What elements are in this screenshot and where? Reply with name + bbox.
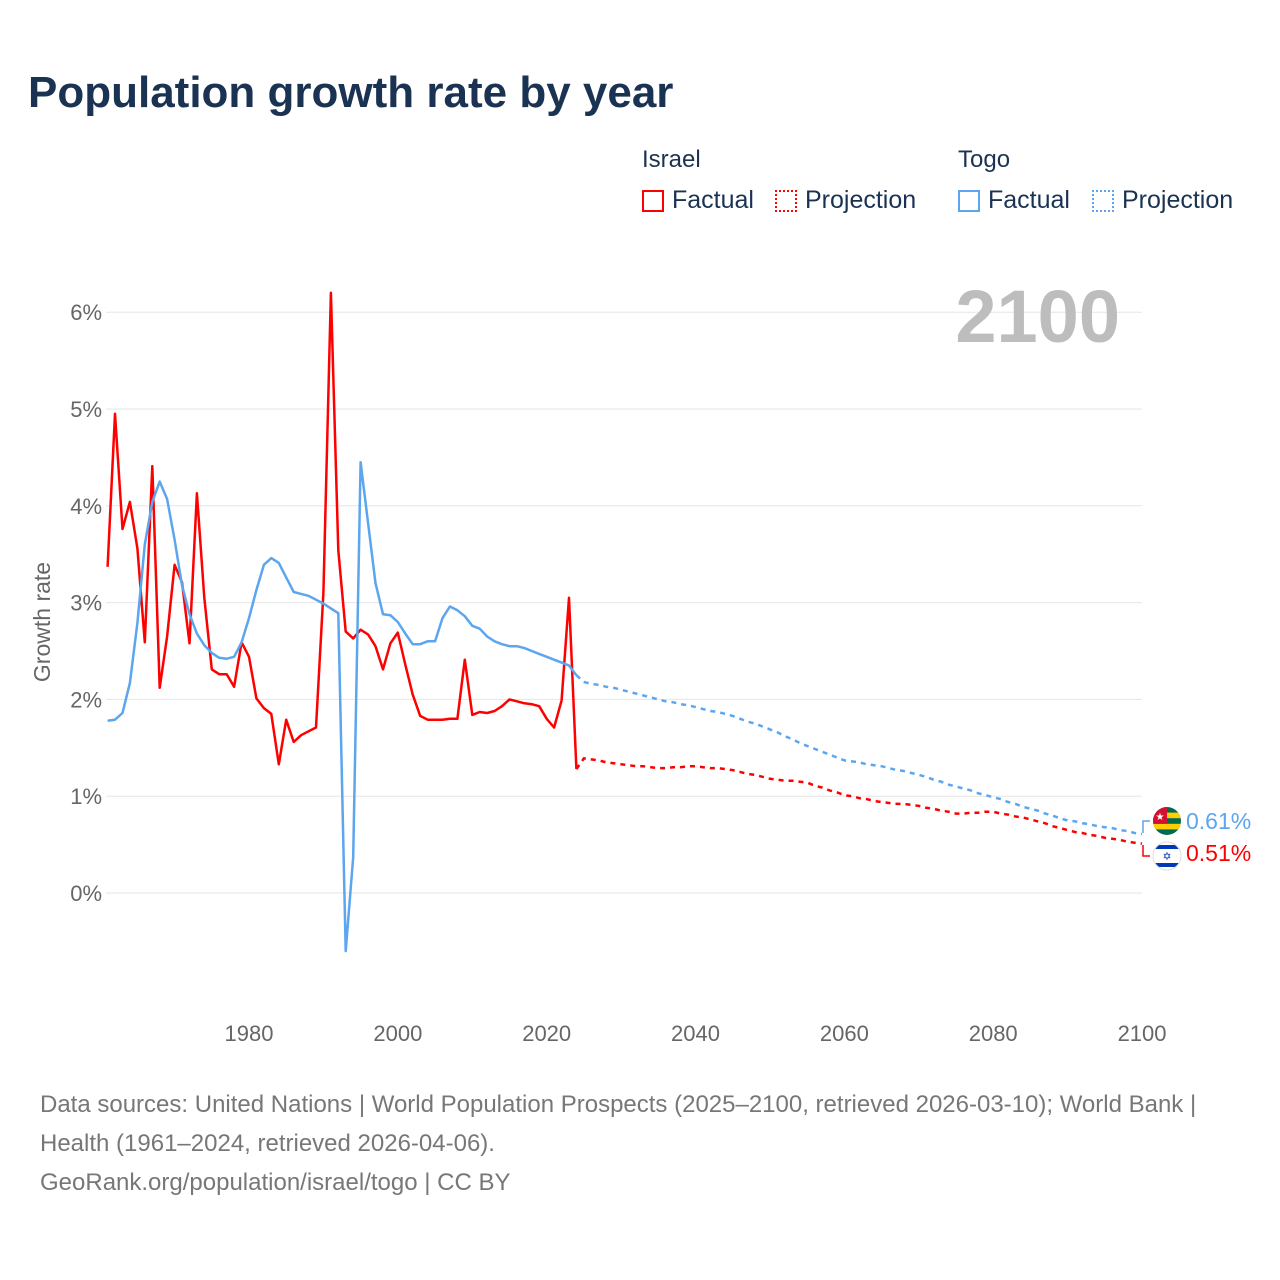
israel-end-value: 0.51%	[1186, 840, 1251, 866]
x-tick-label: 1980	[225, 1021, 274, 1046]
togo-projection-line	[575, 674, 1143, 836]
legend-group-israel: Israel	[642, 146, 701, 173]
y-tick-label: 5%	[70, 397, 102, 422]
israel-projection-line	[575, 757, 1143, 845]
legend-swatch	[958, 189, 980, 212]
legend-label: Projection	[805, 186, 917, 214]
legend-group-togo: Togo	[958, 146, 1011, 173]
israel-factual-line	[106, 291, 578, 770]
legend-label: Factual	[672, 186, 754, 214]
footer-link[interactable]: GeoRank.org/population/israel/togo | CC …	[40, 1169, 511, 1196]
y-tick-label: 4%	[70, 494, 102, 519]
y-tick-label: 6%	[70, 300, 102, 325]
legend-israel-factual[interactable]: Factual	[642, 186, 754, 215]
svg-text:★: ★	[1156, 812, 1165, 823]
current-year-label: 2100	[955, 275, 1120, 358]
legend-togo-factual[interactable]: Factual	[958, 186, 1070, 215]
togo-flag-icon: ★	[1153, 807, 1181, 835]
y-tick-label: 1%	[70, 784, 102, 809]
legend-label: Factual	[988, 186, 1070, 214]
y-tick-label: 2%	[70, 687, 102, 712]
x-tick-label: 2020	[522, 1021, 571, 1046]
x-tick-label: 2000	[373, 1021, 422, 1046]
legend-swatch	[642, 189, 664, 212]
y-tick-label: 0%	[70, 881, 102, 906]
footer-sources: Data sources: United Nations | World Pop…	[40, 1091, 1197, 1157]
togo-factual-line	[107, 460, 578, 953]
israel-flag-icon: ✡	[1152, 841, 1182, 871]
legend-togo-projection[interactable]: Projection	[1092, 186, 1233, 215]
x-tick-label: 2060	[820, 1021, 869, 1046]
legend-swatch	[775, 189, 797, 212]
legend-label: Projection	[1122, 186, 1234, 214]
x-tick-label: 2040	[671, 1021, 720, 1046]
svg-text:✡: ✡	[1162, 851, 1171, 863]
x-tick-label: 2080	[969, 1021, 1018, 1046]
x-tick-label: 2100	[1118, 1021, 1167, 1046]
y-axis-label: Growth rate	[29, 562, 55, 682]
chart-title: Population growth rate by year	[28, 68, 674, 117]
end-labels: ★ ✡ 0.61% 0.51%	[1142, 807, 1251, 871]
chart-plot: 0% 1% 2% 3% 4% 5% 6% 1980 2000 2020 2040 2060 2080 21…	[29, 275, 1251, 1046]
togo-end-value: 0.61%	[1186, 808, 1251, 834]
legend-swatch	[1092, 189, 1114, 212]
legend-israel-projection[interactable]: Projection	[775, 186, 916, 215]
y-tick-label: 3%	[70, 591, 102, 616]
